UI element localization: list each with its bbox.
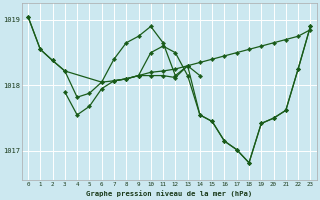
- X-axis label: Graphe pression niveau de la mer (hPa): Graphe pression niveau de la mer (hPa): [86, 190, 252, 197]
